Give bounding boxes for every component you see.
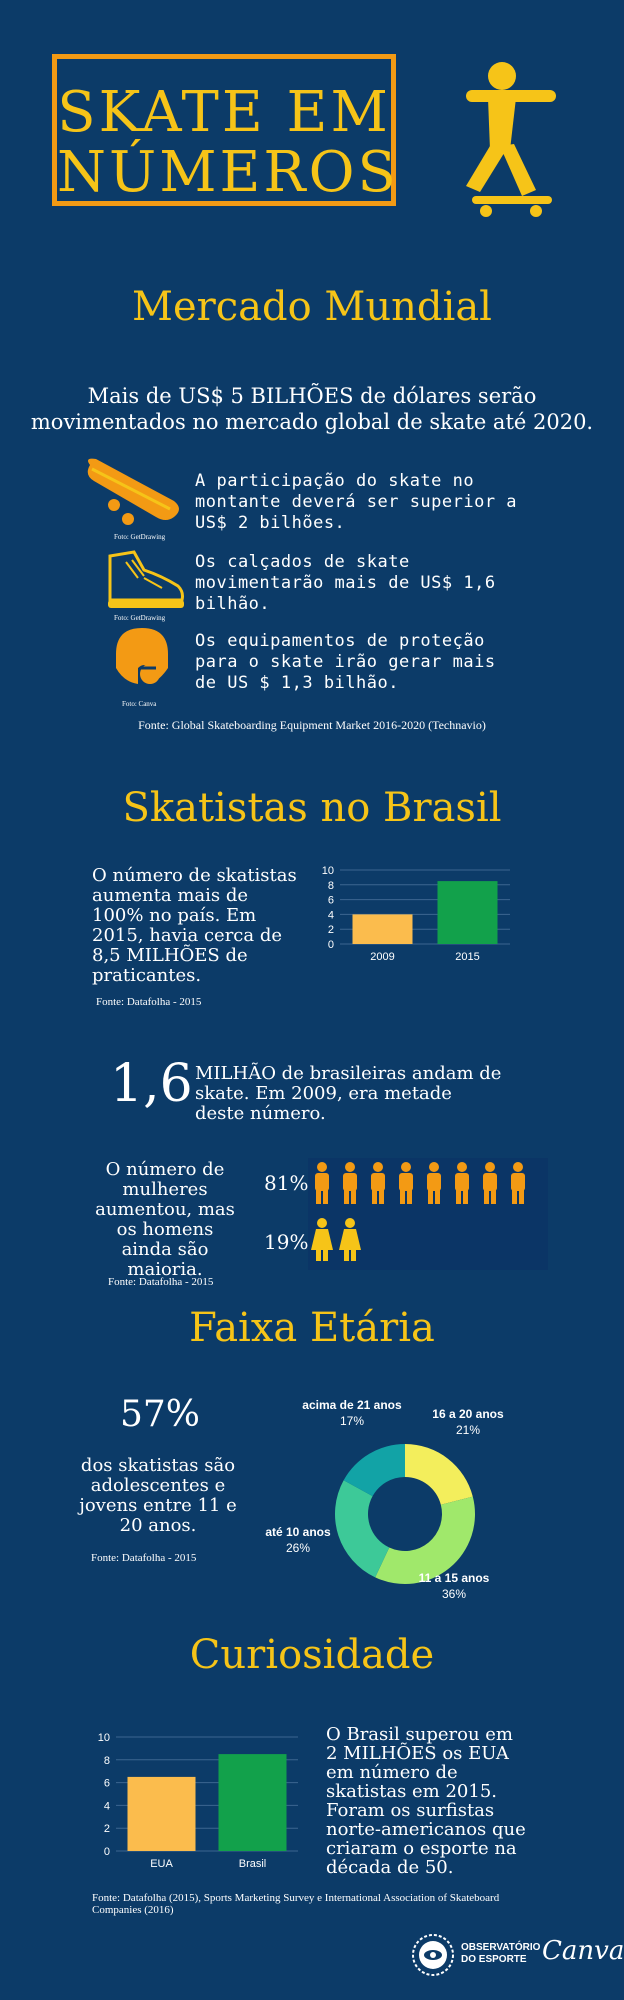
brasil-source: Fonte: Datafolha - 2015: [96, 996, 202, 1008]
mercado-source: Fonte: Global Skateboarding Equipment Ma…: [138, 718, 486, 732]
title-line-1: SKATE EM: [57, 80, 391, 145]
canva-logo: Canva: [542, 1936, 624, 1966]
photo-caption-2: Foto: GetDrawing: [114, 614, 166, 622]
photo-caption-1: Foto: GetDrawing: [114, 533, 166, 541]
donut-slice-value: 26%: [286, 1541, 310, 1555]
chart-eua-brasil-bars: 0 2 4 6 8 10 EUA Brasil: [98, 1732, 298, 1870]
y-tick-label: 10: [98, 1732, 110, 1744]
sneaker-icon: [108, 550, 184, 608]
donut-slice-label: 16 a 20 anos: [432, 1407, 504, 1421]
x-tick-label: 2015: [455, 951, 479, 963]
brasil-title: Skatistas no Brasil: [122, 785, 502, 831]
curiosidade-title: Curiosidade: [189, 1632, 435, 1678]
y-tick-label: 0: [328, 939, 334, 951]
skateboarder-icon: [466, 62, 556, 217]
mulheres-headline: MILHÃO de brasileiras andam de skate. Em…: [195, 1063, 502, 1124]
y-tick-label: 8: [104, 1755, 110, 1767]
item-text-3: Os equipamentos de proteção para o skate…: [195, 631, 496, 693]
donut-slice-value: 21%: [456, 1423, 480, 1437]
title-line-2: NÚMEROS: [57, 140, 399, 205]
faixa-title: Faixa Etária: [189, 1305, 435, 1351]
mercado-intro-line-1: Mais de US$ 5 BILHÕES de dólares serão: [87, 384, 537, 408]
y-tick-label: 2: [104, 1823, 110, 1835]
female-person-icon: [311, 1218, 333, 1261]
y-tick-label: 10: [322, 865, 334, 877]
y-tick-label: 6: [104, 1778, 110, 1790]
donut-slice-label: 11 a 15 anos: [419, 1571, 490, 1585]
item-text-2: Os calçados de skate movimentarão mais d…: [195, 552, 496, 614]
faixa-source: Fonte: Datafolha - 2015: [91, 1552, 197, 1564]
mulheres-big-number: 1,6: [110, 1054, 193, 1114]
observatorio-logo-icon: [412, 1934, 454, 1976]
curiosidade-text: O Brasil superou em 2 MILHÕES os EUA em …: [326, 1724, 526, 1878]
y-tick-label: 6: [328, 895, 334, 907]
skateboard-icon: [87, 458, 179, 525]
donut-slice: [405, 1444, 473, 1505]
item-text-1: A participação do skate no montante deve…: [195, 471, 518, 533]
faixa-big-number: 57%: [120, 1394, 201, 1435]
x-tick-label: EUA: [150, 1858, 173, 1870]
mercado-title: Mercado Mundial: [132, 284, 492, 330]
male-person-icon: [343, 1162, 357, 1204]
y-tick-label: 8: [328, 880, 334, 892]
donut-slice-value: 36%: [442, 1587, 466, 1601]
donut-slice: [343, 1444, 405, 1497]
age-donut-chart: 16 a 20 anos 21% 11 a 15 anos 36% até 10 ano…: [265, 1398, 504, 1601]
title-box: SKATE EM NÚMEROS: [52, 54, 396, 206]
helmet-icon: [116, 628, 168, 684]
photo-caption-3: Foto: Canva: [122, 700, 157, 708]
donut-slice: [335, 1480, 390, 1578]
donut-slice-value: 17%: [340, 1414, 364, 1428]
mulheres-source: Fonte: Datafolha - 2015: [108, 1276, 214, 1288]
male-percent: 81%: [264, 1171, 309, 1195]
y-tick-label: 4: [328, 909, 334, 921]
donut-slice-label: até 10 anos: [265, 1525, 331, 1539]
bar-eua: [127, 1776, 196, 1851]
people-pictogram: [308, 1158, 548, 1270]
logo-line-2: DO ESPORTE: [461, 1954, 527, 1965]
mulheres-text: O número de mulheres aumentou, mas os ho…: [95, 1159, 235, 1280]
donut-slice: [375, 1496, 475, 1584]
x-tick-label: Brasil: [239, 1858, 267, 1870]
mercado-intro-line-2: movimentados no mercado global de skate …: [30, 410, 594, 434]
male-person-icon: [427, 1162, 441, 1204]
female-person-icon: [339, 1218, 361, 1261]
male-person-icon: [483, 1162, 497, 1204]
curiosidade-source: Fonte: Datafolha (2015), Sports Marketin…: [92, 1892, 500, 1916]
y-tick-label: 4: [104, 1800, 110, 1812]
y-tick-label: 2: [328, 924, 334, 936]
bar-brasil: [218, 1754, 287, 1851]
male-person-icon: [511, 1162, 525, 1204]
donut-slice-label: acima de 21 anos: [302, 1398, 402, 1412]
male-person-icon: [371, 1162, 385, 1204]
female-percent: 19%: [264, 1230, 309, 1254]
bar-2015: [437, 881, 498, 944]
faixa-text: dos skatistas são adolescentes e jovens …: [79, 1455, 237, 1536]
mercado-intro: Mais de US$ 5 BILHÕES de dólares serão m…: [0, 383, 624, 435]
male-person-icon: [455, 1162, 469, 1204]
observatorio-logo-text: OBSERVATÓRIO DO ESPORTE: [461, 1942, 540, 1966]
brasil-text: O número de skatistas aumenta mais de 10…: [92, 865, 297, 986]
x-tick-label: 2009: [370, 951, 394, 963]
bar-2009: [352, 914, 413, 944]
y-tick-label: 0: [104, 1846, 110, 1858]
chart-brasil-bars: 0 2 4 6 8 10 2009 2015: [322, 865, 510, 963]
male-person-icon: [399, 1162, 413, 1204]
male-person-icon: [315, 1162, 329, 1204]
logo-line-1: OBSERVATÓRIO: [461, 1942, 541, 1953]
